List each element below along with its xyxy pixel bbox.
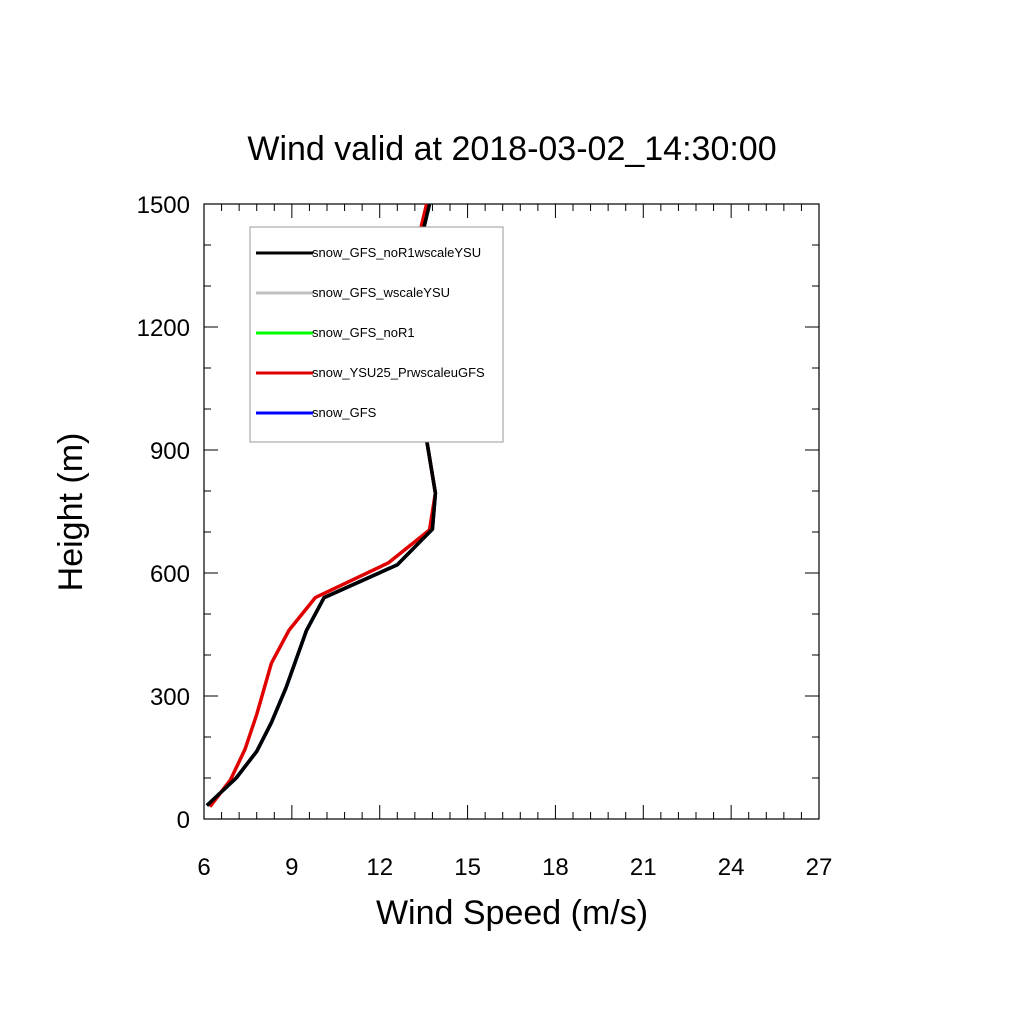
y-tick-label: 900: [150, 438, 190, 465]
x-tick-label: 18: [542, 854, 569, 881]
x-tick-label: 27: [806, 854, 833, 881]
y-tick-label: 600: [150, 561, 190, 588]
x-tick-label: 12: [366, 854, 393, 881]
y-tick-label: 300: [150, 684, 190, 711]
x-tick-label: 6: [197, 854, 210, 881]
x-axis-label: Wind Speed (m/s): [376, 894, 648, 932]
x-tick-label: 24: [718, 854, 745, 881]
chart-title: Wind valid at 2018-03-02_14:30:00: [247, 130, 776, 168]
y-tick-label: 1200: [137, 315, 190, 342]
legend-label: snow_GFS_wscaleYSU: [312, 285, 450, 300]
y-tick-label: 1500: [137, 192, 190, 219]
axis-ticks: 6 9 12 15 18 21 24 27 0 300 600 900 1200 1500: [137, 192, 833, 881]
legend-label: snow_GFS_noR1: [312, 325, 415, 340]
plot-frame: [203, 203, 820, 820]
x-tick-label: 9: [285, 854, 298, 881]
legend-label: snow_YSU25_PrwscaleuGFS: [312, 365, 485, 380]
legend-label: snow_GFS: [312, 405, 377, 420]
legend-label: snow_GFS_noR1wscaleYSU: [312, 245, 481, 260]
y-axis-label: Height (m): [52, 433, 90, 592]
x-tick-label: 15: [454, 854, 481, 881]
x-tick-label: 21: [630, 854, 657, 881]
y-tick-label: 0: [177, 807, 190, 834]
legend: snow_GFS_noR1wscaleYSU snow_GFS_wscaleYSU…: [249, 226, 504, 443]
